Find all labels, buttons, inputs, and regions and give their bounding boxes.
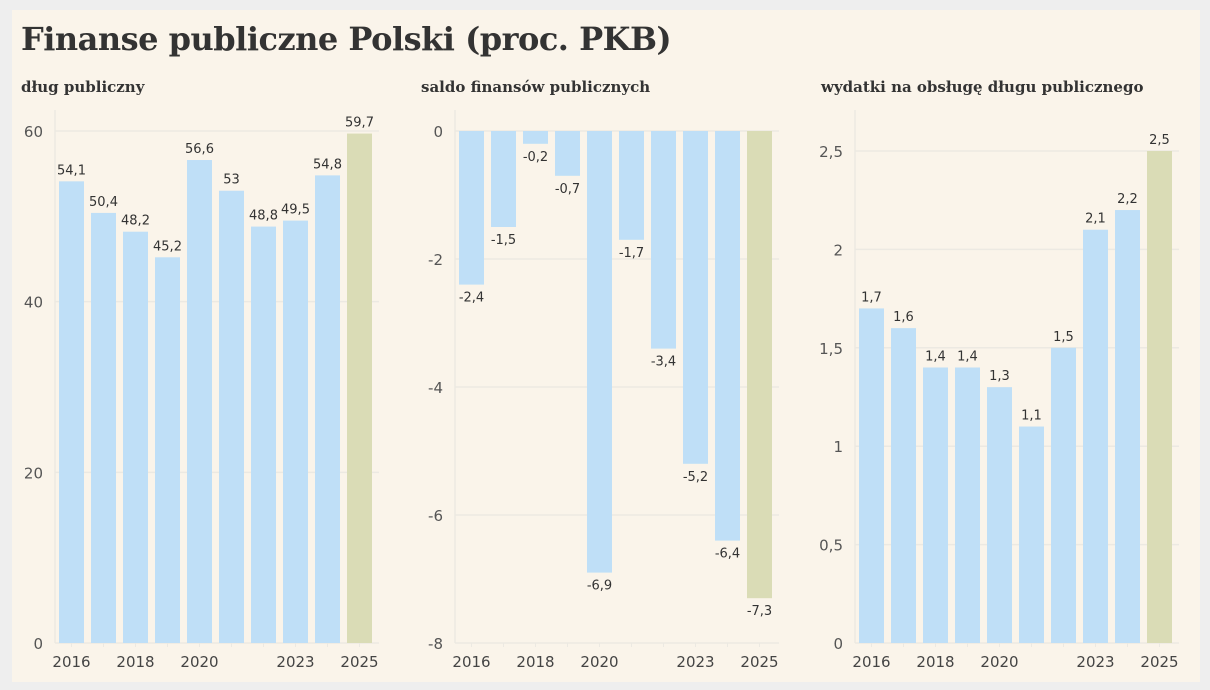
page-title: Finanse publiczne Polski (proc. PKB) — [21, 20, 672, 58]
panel-title-balance: saldo finansów publicznych — [421, 78, 651, 96]
panel-title-debt-service: wydatki na obsługę długu publicznego — [821, 78, 1144, 96]
chart-card — [12, 10, 1200, 682]
panel-title-debt: dług publiczny — [21, 78, 145, 96]
